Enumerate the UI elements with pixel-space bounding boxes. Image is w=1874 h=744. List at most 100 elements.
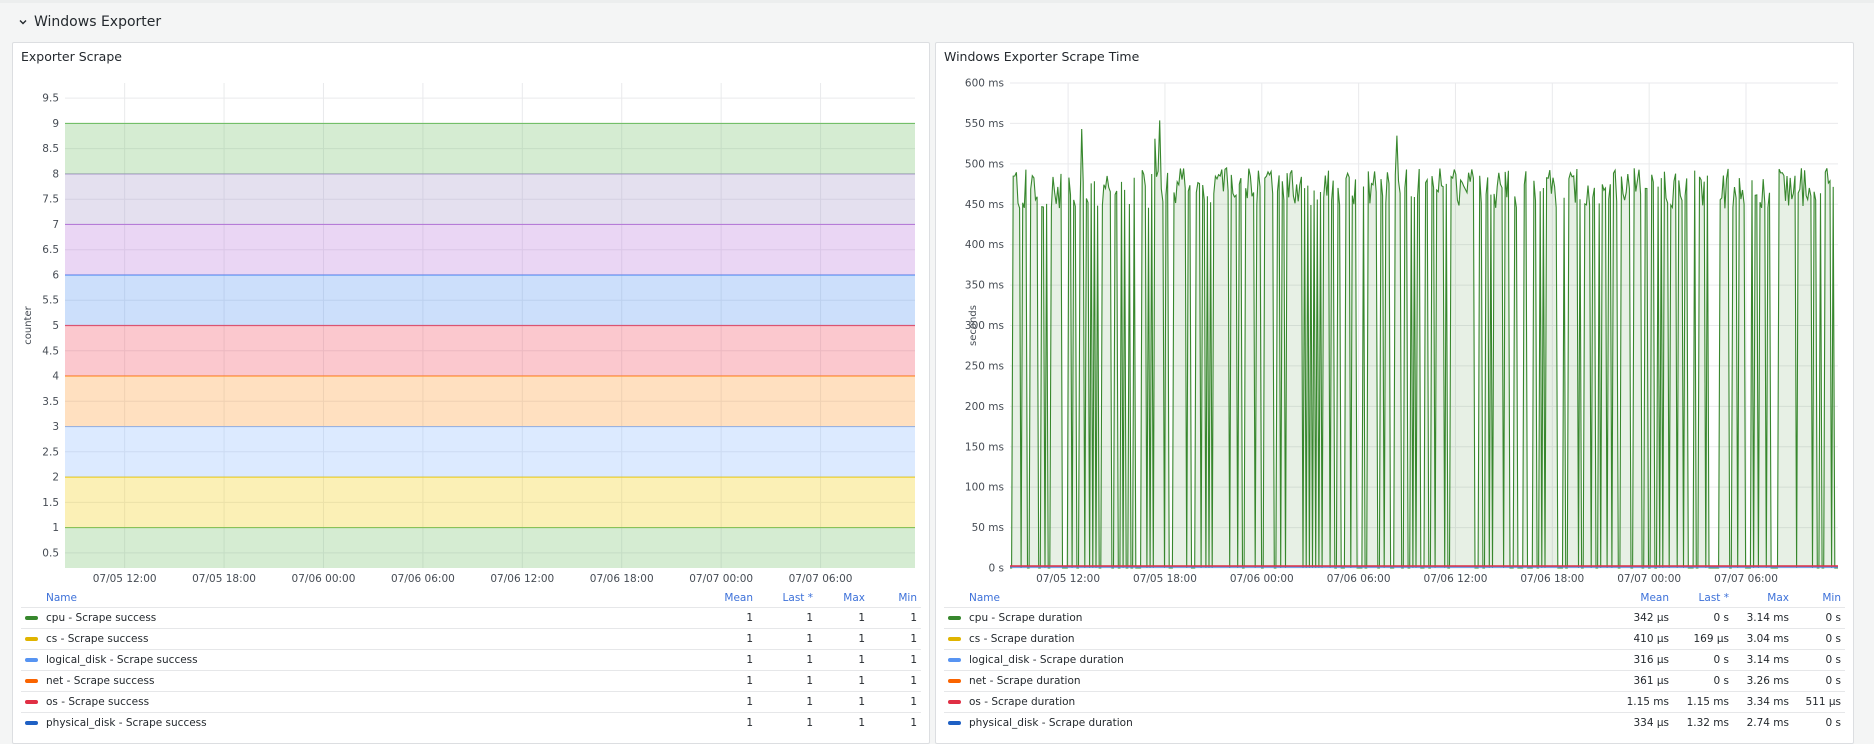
stack-band-6 xyxy=(65,274,915,326)
y-axis-label: counter xyxy=(23,305,34,344)
legend-last: 1 xyxy=(757,607,817,629)
legend-last: 1.15 ms xyxy=(1673,691,1733,713)
legend-row[interactable]: cs - Scrape duration 410 µs 169 µs 3.04 ms 0… xyxy=(944,628,1845,650)
legend-max: 3.04 ms xyxy=(1733,628,1793,650)
legend-last: 1 xyxy=(757,649,817,671)
legend-header-last[interactable]: Last * xyxy=(1698,592,1729,604)
legend-header-max[interactable]: Max xyxy=(843,592,865,604)
panel-title[interactable]: Windows Exporter Scrape Time xyxy=(944,49,1140,64)
y-tick-label: 350 ms xyxy=(965,280,1004,292)
series-color-swatch[interactable] xyxy=(25,700,38,704)
series-name[interactable]: cs - Scrape duration xyxy=(969,633,1075,645)
series-name[interactable]: physical_disk - Scrape duration xyxy=(969,717,1133,729)
series-name[interactable]: logical_disk - Scrape duration xyxy=(969,654,1124,666)
series-name[interactable]: cpu - Scrape success xyxy=(46,612,157,624)
legend-row[interactable]: cs - Scrape success 1 1 1 1 xyxy=(21,628,921,650)
y-tick-label: 5.5 xyxy=(42,295,59,307)
legend-mean: 1 xyxy=(697,691,757,713)
series-name[interactable]: net - Scrape duration xyxy=(969,675,1081,687)
top-divider xyxy=(0,0,1874,3)
legend-mean: 316 µs xyxy=(1603,649,1673,671)
legend-max: 3.14 ms xyxy=(1733,649,1793,671)
legend-header-max[interactable]: Max xyxy=(1767,592,1789,604)
legend-max: 1 xyxy=(817,628,869,650)
legend-last: 1 xyxy=(757,691,817,713)
y-tick-label: 250 ms xyxy=(965,360,1004,372)
legend-min: 1 xyxy=(869,649,921,671)
series-name[interactable]: cs - Scrape success xyxy=(46,633,149,645)
series-name[interactable]: os - Scrape duration xyxy=(969,696,1076,708)
y-tick-label: 7 xyxy=(52,219,59,231)
y-tick-label: 2 xyxy=(52,472,59,484)
row-title: Windows Exporter xyxy=(34,14,162,30)
y-tick-label: 6 xyxy=(52,269,59,281)
legend-last: 1 xyxy=(757,712,817,733)
legend-header-mean[interactable]: Mean xyxy=(1640,592,1669,604)
legend-min: 1 xyxy=(869,712,921,733)
series-name[interactable]: physical_disk - Scrape success xyxy=(46,717,207,729)
chart-exporter-scrape: 0.5 1 1.5 2 2.5 3 3.5 4 4.5 5 5.5 6 6.5 7 7.5 8 8.5 9 9.5 0… xyxy=(23,83,915,585)
legend-header-min[interactable]: Min xyxy=(1822,592,1841,604)
y-tick-label: 500 ms xyxy=(965,158,1004,170)
legend-min: 1 xyxy=(869,628,921,650)
legend-header-min[interactable]: Min xyxy=(898,592,917,604)
series-color-swatch[interactable] xyxy=(25,616,38,620)
legend-row[interactable]: cpu - Scrape duration 342 µs 0 s 3.14 ms 0 s xyxy=(944,607,1845,629)
series-color-swatch[interactable] xyxy=(25,637,38,641)
legend-header-mean[interactable]: Mean xyxy=(724,592,753,604)
legend-max: 1 xyxy=(817,670,869,692)
x-tick-label: 07/06 18:00 xyxy=(1520,573,1584,585)
legend-row[interactable]: net - Scrape duration 361 µs 0 s 3.26 ms 0 s xyxy=(944,670,1845,692)
stack-band-8 xyxy=(65,173,915,225)
legend-row[interactable]: net - Scrape success 1 1 1 1 xyxy=(21,670,921,692)
series-name[interactable]: net - Scrape success xyxy=(46,675,155,687)
legend-last: 1 xyxy=(757,670,817,692)
series-name[interactable]: os - Scrape success xyxy=(46,696,150,708)
legend-mean: 1 xyxy=(697,649,757,671)
series-name[interactable]: logical_disk - Scrape success xyxy=(46,654,198,666)
y-tick-label: 5 xyxy=(52,320,59,332)
stack-band-5 xyxy=(65,325,915,377)
series-color-swatch[interactable] xyxy=(25,721,38,725)
legend-header-name[interactable]: Name xyxy=(969,592,1000,604)
series-color-swatch[interactable] xyxy=(948,637,961,641)
legend-header-last[interactable]: Last * xyxy=(782,592,813,604)
x-tick-label: 07/07 00:00 xyxy=(689,573,753,585)
chevron-down-icon[interactable] xyxy=(18,17,28,27)
legend-row[interactable]: logical_disk - Scrape success 1 1 1 1 xyxy=(21,649,921,671)
series-color-swatch[interactable] xyxy=(948,658,961,662)
legend-min: 1 xyxy=(869,607,921,629)
stack-band-2 xyxy=(65,477,915,528)
legend-min: 1 xyxy=(869,691,921,713)
y-tick-label: 600 ms xyxy=(965,78,1004,90)
stack-band-7 xyxy=(65,224,915,275)
y-tick-label: 450 ms xyxy=(965,199,1004,211)
panel-title[interactable]: Exporter Scrape xyxy=(21,49,122,64)
series-color-swatch[interactable] xyxy=(25,658,38,662)
series-color-swatch[interactable] xyxy=(25,679,38,683)
legend-min: 511 µs xyxy=(1793,691,1845,713)
legend-row[interactable]: cpu - Scrape success 1 1 1 1 xyxy=(21,607,921,629)
legend-mean: 410 µs xyxy=(1603,628,1673,650)
x-tick-label: 07/05 18:00 xyxy=(1133,573,1197,585)
row-header-windows-exporter[interactable]: Windows Exporter xyxy=(18,12,161,32)
series-color-swatch[interactable] xyxy=(948,679,961,683)
y-tick-label: 400 ms xyxy=(965,239,1004,251)
legend-min: 0 s xyxy=(1793,649,1845,671)
series-color-swatch[interactable] xyxy=(948,616,961,620)
legend-table: Name Mean Last * Max Min cpu - Scrape du… xyxy=(944,589,1845,733)
legend-header-name[interactable]: Name xyxy=(46,592,77,604)
legend-row[interactable]: os - Scrape duration 1.15 ms 1.15 ms 3.34 m… xyxy=(944,691,1845,713)
series-color-swatch[interactable] xyxy=(948,721,961,725)
legend-max: 3.26 ms xyxy=(1733,670,1793,692)
series-name[interactable]: cpu - Scrape duration xyxy=(969,612,1083,624)
legend-row[interactable]: os - Scrape success 1 1 1 1 xyxy=(21,691,921,713)
y-tick-label: 150 ms xyxy=(965,441,1004,453)
legend-last: 0 s xyxy=(1673,649,1733,671)
panel-windows-exporter-scrape-time: Windows Exporter Scrape Time 0 s 50 ms 100… xyxy=(935,42,1854,744)
series-color-swatch[interactable] xyxy=(948,700,961,704)
legend-row[interactable]: physical_disk - Scrape duration 334 µs 1.3… xyxy=(944,712,1845,733)
y-tick-label: 0.5 xyxy=(42,547,59,559)
legend-row[interactable]: physical_disk - Scrape success 1 1 1 1 xyxy=(21,712,921,733)
